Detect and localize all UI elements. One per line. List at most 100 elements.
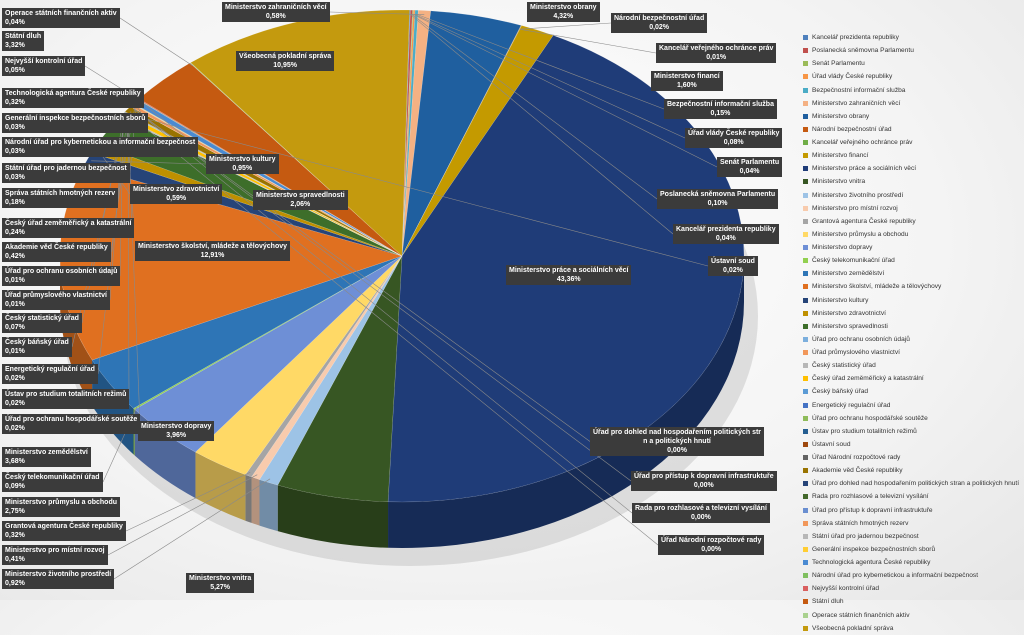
legend-swatch [803, 350, 808, 356]
data-label-33: Akademie věd České republiky 0,42% [2, 242, 111, 262]
data-label-34: Úřad pro dohled nad hospodařením politic… [590, 427, 765, 456]
legend-label: Státní dluh [812, 598, 844, 606]
data-label-2: Senát Parlamentu 0,04% [717, 157, 783, 177]
data-label-value: 0,32% [5, 532, 25, 539]
data-label-value: 0,42% [5, 253, 25, 260]
legend-label: Úřad Národní rozpočtové rady [812, 454, 901, 462]
legend-label: Český statistický úřad [812, 362, 876, 370]
legend-item: Ministerstvo obrany [803, 110, 1023, 123]
leader-line-31 [128, 113, 709, 267]
leader-line-12 [113, 478, 271, 580]
legend-item: Ministerstvo spravedlnosti [803, 320, 1023, 333]
data-label-name: Český statistický úřad [5, 315, 79, 322]
pie-slice-8 [401, 25, 523, 257]
legend-label: Správa státních hmotných rezerv [812, 519, 909, 527]
data-label-name: Operace státních finančních aktiv [5, 10, 117, 17]
legend-swatch [803, 166, 808, 172]
legend-label: Český báňský úřad [812, 388, 869, 396]
data-label-value: 1,60% [676, 82, 697, 89]
data-label-6: Ministerstvo obrany 4,32% [527, 2, 600, 22]
data-label-39: Generální inspekce bezpečnostních sborů 0… [2, 113, 149, 133]
data-label-value: 0,00% [693, 482, 714, 489]
legend-item: Ministerstvo zemědělství [803, 267, 1023, 280]
legend-swatch [803, 481, 808, 487]
legend-item: Ministerstvo práce a sociálních věcí [803, 162, 1023, 175]
pie-side-11 [277, 485, 389, 548]
leader-line-20 [91, 160, 207, 165]
legend-swatch [803, 336, 808, 342]
data-label-name: Ministerstvo zemědělství [5, 449, 88, 456]
legend-swatch [803, 205, 808, 211]
legend-swatch [803, 310, 808, 316]
data-label-26: Český úřad zeměměřický a katastrální 0,24… [2, 218, 135, 238]
legend-label: Státní úřad pro jadernou bezpečnost [812, 532, 919, 540]
legend-swatch [803, 520, 808, 526]
legend-label: Operace státních finančních aktiv [812, 611, 910, 619]
legend-label: Úřad průmyslového vlastnictví [812, 349, 900, 357]
data-label-24: Úřad průmyslového vlastnictví 0,01% [2, 290, 110, 310]
data-label-name: Ústavní soud [711, 258, 755, 265]
data-label-name: Správa státních hmotných rezerv [5, 190, 116, 197]
legend-item: Státní úřad pro jadernou bezpečnost [803, 530, 1023, 543]
leader-line-1 [411, 13, 658, 200]
data-label-31: Ústavní soud 0,02% [708, 256, 758, 276]
legend-label: Národní úřad pro kybernetickou a informa… [812, 572, 979, 580]
data-label-name: Všeobecná pokladní správa [239, 53, 332, 60]
leader-line-14 [125, 471, 251, 532]
legend-swatch [803, 599, 808, 605]
data-label-value: 0,09% [5, 483, 25, 490]
legend-swatch [803, 297, 808, 303]
data-label-44: Operace státních finančních aktiv 0,04% [2, 8, 120, 28]
legend-label: Nejvyšší kontrolní úřad [812, 585, 880, 593]
legend-label: Ministerstvo pro místní rozvoj [812, 204, 898, 212]
data-label-name: Národní úřad pro kybernetickou a informa… [5, 139, 196, 146]
pie-slice-9 [401, 25, 554, 257]
legend-item: Technologická agentura České republiky [803, 556, 1023, 569]
data-label-name: Český báňský úřad [5, 339, 69, 346]
data-label-value: 43,36% [556, 276, 581, 283]
legend-swatch [803, 245, 808, 251]
data-label-15: Ministerstvo průmyslu a obchodu 2,75% [2, 497, 121, 517]
data-label-name: Ministerstvo kultury [209, 156, 276, 163]
legend-label: Ústavní soud [812, 440, 851, 448]
pie-side-13 [251, 476, 260, 526]
data-label-3: Úřad vlády České republiky 0,08% [685, 128, 783, 148]
pie-slice-45 [190, 9, 410, 257]
legend-label: Úřad pro ochranu hospodářské soutěže [812, 414, 928, 422]
data-label-value: 2,06% [290, 201, 311, 208]
legend-label: Grantová agentura České republiky [812, 217, 916, 225]
legend-item: Operace státních finančních aktiv [803, 609, 1023, 622]
legend-swatch [803, 140, 808, 146]
leader-line-8 [520, 28, 657, 54]
data-label-name: Ministerstvo školství, mládeže a tělovýc… [138, 243, 288, 250]
data-label-name: Státní úřad pro jadernou bezpečnost [5, 165, 127, 172]
leader-line-30 [127, 114, 130, 400]
data-label-value: 0,01% [5, 348, 25, 355]
legend-swatch [803, 363, 808, 369]
legend-item: Úřad Národní rozpočtové rady [803, 451, 1023, 464]
data-label-45: Všeobecná pokladní správa 10,95% [236, 51, 335, 71]
data-label-name: Úřad pro dohled nad hospodařením politic… [593, 429, 762, 436]
data-label-name: Ministerstvo spravedlnosti [256, 192, 345, 199]
data-label-name: Grantová agentura České republiky [5, 523, 123, 530]
legend-label: Ministerstvo kultury [812, 296, 869, 304]
data-label-1: Poslanecká sněmovna Parlamentu 0,10% [657, 189, 779, 209]
leader-line-5 [329, 11, 425, 15]
pie-slice-44 [189, 62, 403, 257]
legend-item: Ministerstvo zdravotnictví [803, 307, 1023, 320]
legend-swatch [803, 612, 808, 618]
legend-swatch [803, 441, 808, 447]
data-label-name: Národní bezpečnostní úřad [614, 15, 705, 22]
legend-item: Energetický regulační úřad [803, 399, 1023, 412]
legend-item: Úřad průmyslového vlastnictví [803, 346, 1023, 359]
data-label-value: 0,08% [723, 139, 744, 146]
legend-item: Ministerstvo průmyslu a obchodu [803, 228, 1023, 241]
pie-slice-17 [133, 255, 403, 410]
legend-item: Poslanecká sněmovna Parlamentu [803, 44, 1023, 57]
legend-swatch [803, 560, 808, 566]
data-label-value: 0,05% [5, 67, 25, 74]
legend-item: Nejvyšší kontrolní úřad [803, 582, 1023, 595]
legend-label: Bezpečnostní informační služba [812, 86, 906, 94]
legend-label: Ministerstvo obrany [812, 112, 870, 120]
data-label-40: Technologická agentura České republiky 0,… [2, 88, 144, 108]
